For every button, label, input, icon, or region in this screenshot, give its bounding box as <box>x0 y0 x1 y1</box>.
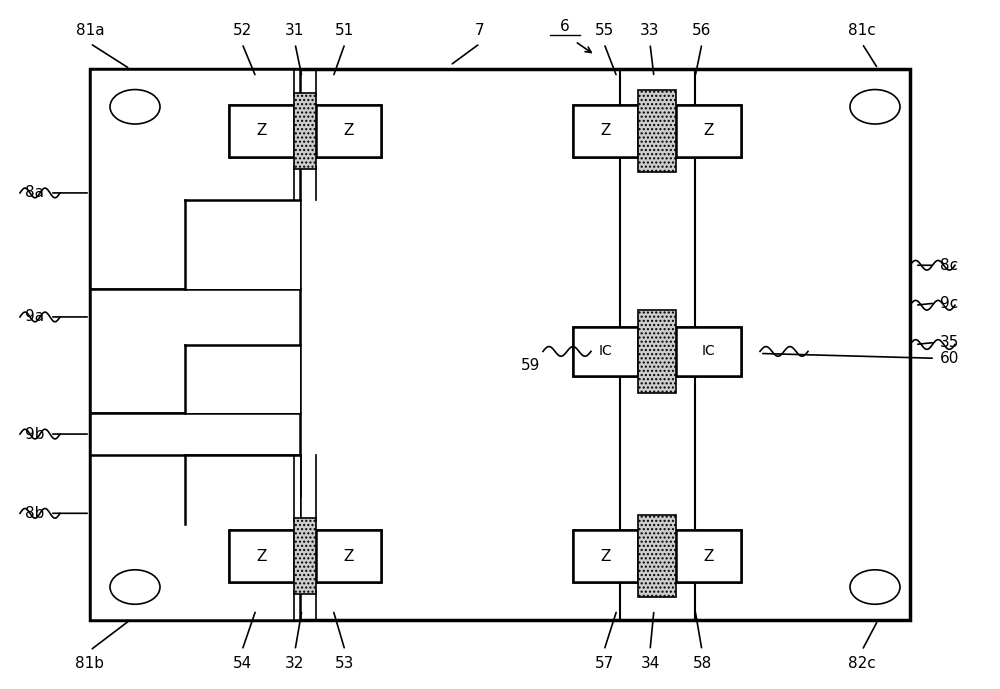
Text: 8c: 8c <box>940 258 958 273</box>
Bar <box>676 105 741 156</box>
Text: Z: Z <box>600 123 611 138</box>
Circle shape <box>110 570 160 604</box>
Bar <box>90 69 910 620</box>
Bar <box>676 531 741 582</box>
Bar <box>229 105 381 156</box>
Bar <box>229 531 381 582</box>
Bar <box>573 327 638 376</box>
Text: 31: 31 <box>285 23 305 38</box>
Text: 59: 59 <box>521 358 540 373</box>
Bar <box>573 531 741 582</box>
Text: Z: Z <box>703 123 714 138</box>
Bar <box>676 327 741 376</box>
Text: IC: IC <box>599 344 612 358</box>
Text: Z: Z <box>343 123 354 138</box>
Text: Z: Z <box>600 548 611 564</box>
Circle shape <box>850 570 900 604</box>
Bar <box>90 69 300 289</box>
Text: 8a: 8a <box>25 185 44 200</box>
Text: 81c: 81c <box>848 23 876 38</box>
Text: 9a: 9a <box>25 309 44 325</box>
Bar <box>229 105 294 156</box>
Text: 6: 6 <box>560 19 570 34</box>
Text: 53: 53 <box>335 656 355 671</box>
Bar <box>638 515 676 597</box>
Text: 55: 55 <box>594 23 614 38</box>
Bar <box>316 105 381 156</box>
Text: Z: Z <box>343 548 354 564</box>
Text: 35: 35 <box>940 335 959 350</box>
Text: Z: Z <box>703 548 714 564</box>
Text: 32: 32 <box>285 656 305 671</box>
Bar <box>638 310 676 393</box>
Text: 7: 7 <box>475 23 485 38</box>
Text: 33: 33 <box>640 23 660 38</box>
Bar <box>573 105 638 156</box>
Text: 56: 56 <box>692 23 712 38</box>
Text: 81a: 81a <box>76 23 104 38</box>
Text: Z: Z <box>256 123 267 138</box>
Bar <box>638 90 676 172</box>
Text: 9b: 9b <box>25 426 44 442</box>
Bar <box>185 200 300 289</box>
Bar <box>294 518 316 594</box>
Bar <box>573 327 741 376</box>
Circle shape <box>850 90 900 124</box>
Bar <box>185 344 300 413</box>
Text: 82c: 82c <box>848 656 876 671</box>
Bar <box>573 531 638 582</box>
Bar <box>316 531 381 582</box>
Bar <box>185 455 300 524</box>
Text: 9c: 9c <box>940 296 958 311</box>
Bar <box>90 413 300 496</box>
Text: 52: 52 <box>232 23 252 38</box>
Bar <box>90 289 300 413</box>
Text: 8b: 8b <box>25 506 44 521</box>
Text: 58: 58 <box>692 656 712 671</box>
Text: 60: 60 <box>940 351 959 366</box>
Bar <box>90 455 300 620</box>
Text: 57: 57 <box>594 656 614 671</box>
Text: Z: Z <box>256 548 267 564</box>
Bar <box>294 92 316 169</box>
Text: 81b: 81b <box>76 656 104 671</box>
Circle shape <box>110 90 160 124</box>
Bar <box>229 531 294 582</box>
Text: 54: 54 <box>232 656 252 671</box>
Text: 51: 51 <box>335 23 355 38</box>
Text: 34: 34 <box>640 656 660 671</box>
Bar <box>573 105 741 156</box>
Text: IC: IC <box>702 344 715 358</box>
